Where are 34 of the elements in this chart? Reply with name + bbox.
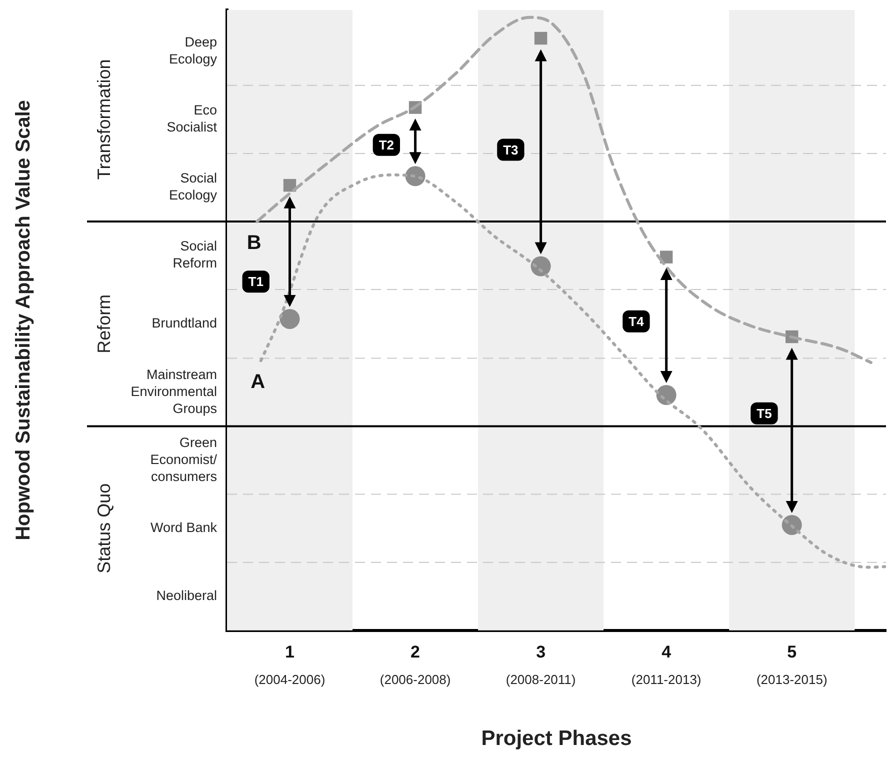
- text: Neoliberal: [156, 588, 217, 604]
- text: Social Reform: [172, 238, 217, 271]
- text: Hopwood Sustainability Approach Value Scale: [12, 100, 35, 540]
- annotation: T2: [378, 137, 394, 152]
- x-axis-title: Project Phases: [481, 727, 632, 750]
- text: Word Bank: [150, 520, 218, 536]
- annotation: T1: [248, 274, 264, 290]
- text: (2006-2008): [380, 672, 451, 687]
- point: [280, 308, 300, 329]
- series-label: B: [246, 232, 262, 254]
- text: Social Ecology: [168, 170, 218, 203]
- text: (2004-2006): [254, 672, 326, 687]
- point: [530, 256, 551, 276]
- x-tick-label: 3: [536, 642, 546, 662]
- point: [534, 32, 548, 45]
- text: Green Economist/ consumers: [150, 435, 218, 484]
- text: Reform: [94, 294, 114, 354]
- annotation: T5: [756, 406, 772, 421]
- text: Status Quo: [94, 483, 114, 574]
- x-tick-label: 4: [662, 642, 672, 662]
- annotation: T4: [628, 314, 645, 330]
- series-label: A: [250, 371, 266, 394]
- text: Eco Socialist: [166, 102, 218, 135]
- annotation: T3: [503, 142, 518, 158]
- x-tick-label: 1: [285, 642, 294, 662]
- x-tick-label: 5: [787, 642, 797, 662]
- x-tick-label: 2: [410, 642, 420, 662]
- text: Brundtland: [152, 316, 217, 331]
- text: Transformation: [94, 59, 114, 180]
- text: (2013-2015): [756, 672, 828, 687]
- text: Mainstream Environmental Groups: [130, 366, 218, 416]
- text: (2008-2011): [506, 672, 576, 687]
- text: Deep Ecology: [168, 34, 218, 67]
- text: (2011-2013): [631, 672, 702, 687]
